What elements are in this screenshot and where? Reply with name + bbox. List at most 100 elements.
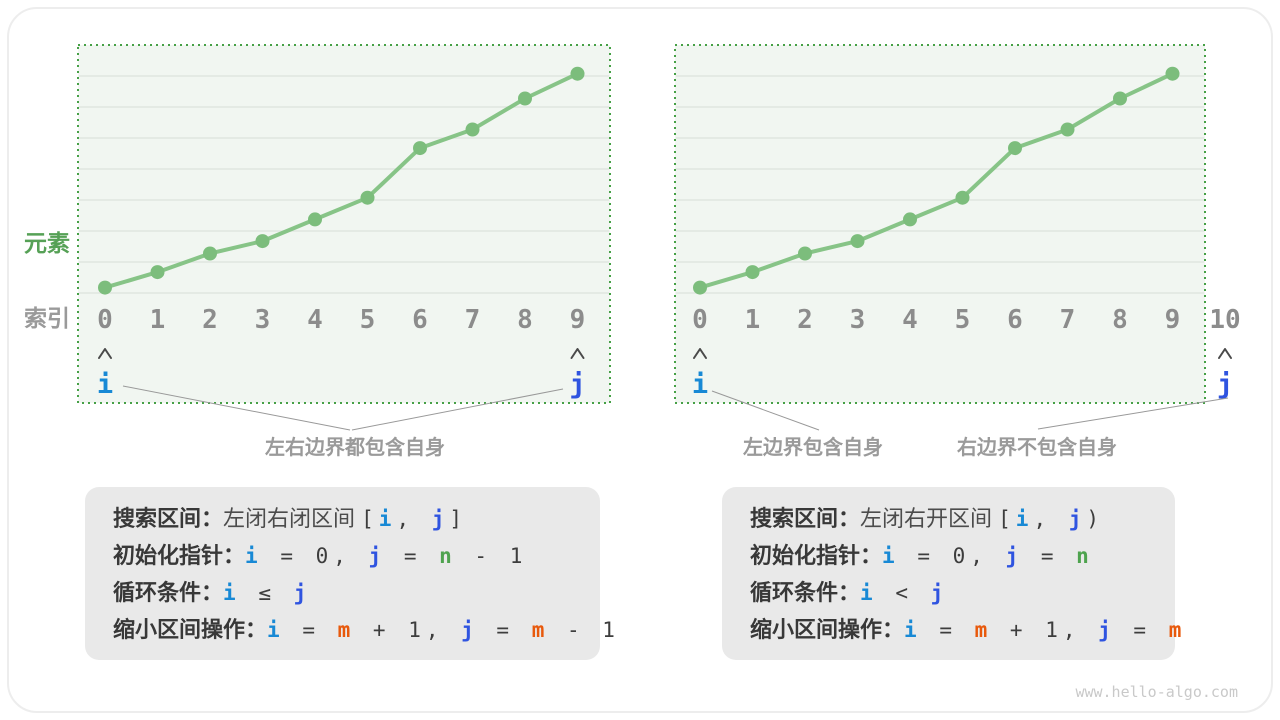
index-label: 6 xyxy=(1007,305,1023,335)
text-segment-i: i xyxy=(223,581,241,605)
text-segment-plain: 左闭右闭区间 xyxy=(223,506,362,531)
info-line: 初始化指针：i = 0, j = n xyxy=(750,537,1175,574)
text-segment-code: ) xyxy=(1086,507,1105,531)
callout-line xyxy=(122,385,351,431)
pointer-j: j xyxy=(569,369,585,400)
data-line xyxy=(699,71,1174,290)
data-point xyxy=(1165,66,1180,81)
text-segment-i: i xyxy=(378,507,397,531)
text-segment-code: = 0, xyxy=(262,544,369,568)
text-segment-code: [ xyxy=(361,507,379,531)
info-line: 初始化指针：i = 0, j = n - 1 xyxy=(113,537,600,574)
index-label: 1 xyxy=(745,305,761,335)
text-segment-code: ] xyxy=(449,507,468,531)
panel-dotted-border xyxy=(674,44,1206,404)
index-axis-label: 索引 xyxy=(24,305,70,331)
text-segment-code: , xyxy=(1033,507,1069,531)
pointer-i: i xyxy=(692,369,708,400)
text-segment-code: = xyxy=(284,618,338,642)
text-segment-j: j xyxy=(368,544,387,568)
text-segment-j: j xyxy=(930,581,949,605)
data-point xyxy=(518,91,532,106)
data-line xyxy=(104,71,579,290)
text-segment-m: m xyxy=(1168,618,1187,642)
pointer-j: j xyxy=(1217,369,1233,400)
panel-dotted-border xyxy=(77,44,611,404)
callout-line xyxy=(351,388,564,431)
data-point xyxy=(413,141,427,156)
text-segment-m: m xyxy=(974,618,993,642)
caret-icon xyxy=(98,348,112,359)
text-segment-code: - 1 xyxy=(456,544,528,568)
info-line: 搜索区间：左闭右闭区间 [i, j] xyxy=(113,500,600,537)
text-segment-m: m xyxy=(337,618,356,642)
text-segment-i: i xyxy=(267,618,285,642)
text-segment-code: < xyxy=(877,581,931,605)
panels-group: 0 1 2 3 4 5 6 7 8 9 i j 左右边界都包含自身 0 1 2 3 4 5 6 7 8 9 10 i j 左边界包含… xyxy=(77,44,1241,459)
index-label: 6 xyxy=(412,305,428,335)
text-segment-i: i xyxy=(1015,507,1034,531)
index-label: 2 xyxy=(797,305,813,335)
text-segment-n: n xyxy=(439,544,457,568)
data-point xyxy=(465,122,480,137)
data-point xyxy=(255,234,270,249)
text-segment-label: 初始化指针： xyxy=(750,543,883,568)
text-segment-i: i xyxy=(904,618,922,642)
data-point xyxy=(1060,122,1075,137)
index-label: 7 xyxy=(1060,305,1076,335)
text-segment-code: = xyxy=(386,544,440,568)
data-point xyxy=(745,265,760,280)
index-label: 4 xyxy=(307,305,323,335)
text-segment-i: i xyxy=(860,581,878,605)
text-segment-n: n xyxy=(1076,544,1094,568)
index-label: 2 xyxy=(202,305,218,335)
text-segment-code: , xyxy=(396,507,432,531)
text-segment-j: j xyxy=(1068,507,1087,531)
index-label: 5 xyxy=(955,305,971,335)
data-point xyxy=(308,212,322,227)
info-box-half-open-interval: 搜索区间：左闭右开区间 [i, j) 初始化指针：i = 0, j = n 循环条件… xyxy=(722,487,1181,660)
panel-background xyxy=(78,45,610,403)
info-box-closed-interval: 搜索区间：左闭右闭区间 [i, j] 初始化指针：i = 0, j = n - 1… xyxy=(85,487,615,660)
text-segment-label: 搜索区间： xyxy=(113,506,224,531)
text-segment-code: - 1 xyxy=(549,618,620,642)
callout-label: 左右边界都包含自身 xyxy=(265,435,445,459)
text-segment-label: 缩小区间操作： xyxy=(113,617,268,642)
index-label: 3 xyxy=(255,305,271,335)
data-point xyxy=(98,280,112,295)
data-point xyxy=(360,190,375,205)
info-line: 搜索区间：左闭右开区间 [i, j) xyxy=(750,500,1175,537)
callout-label: 右边界不包含自身 xyxy=(957,435,1117,459)
index-label: 1 xyxy=(150,305,166,335)
info-line: 循环条件：i < j xyxy=(750,574,1175,611)
caret-icon xyxy=(693,348,707,359)
index-label: 0 xyxy=(97,305,113,335)
panel-background xyxy=(675,45,1205,403)
panel-half-open-interval: 0 1 2 3 4 5 6 7 8 9 10 i j 左边界包含自身 右边界不包含自身 xyxy=(674,44,1241,459)
text-segment-code: = xyxy=(1115,618,1169,642)
data-point xyxy=(693,280,707,295)
info-line: 循环条件：i ≤ j xyxy=(113,574,600,611)
text-segment-label: 循环条件： xyxy=(113,580,224,605)
caret-icon xyxy=(570,348,585,359)
text-segment-plain: 左闭右开区间 xyxy=(860,506,999,531)
text-segment-j: j xyxy=(431,507,450,531)
index-label: 4 xyxy=(902,305,918,335)
text-segment-code: = xyxy=(478,618,532,642)
caret-icon xyxy=(1218,348,1232,359)
text-segment-label: 搜索区间： xyxy=(750,506,861,531)
callout-line xyxy=(711,390,820,431)
index-label: 0 xyxy=(692,305,708,335)
data-point xyxy=(798,246,812,261)
pointer-i: i xyxy=(97,369,113,400)
data-point xyxy=(1008,141,1022,156)
index-label: 8 xyxy=(517,305,533,335)
info-line: 缩小区间操作：i = m + 1, j = m - 1 xyxy=(113,611,615,648)
callout-line xyxy=(1037,397,1229,430)
data-point xyxy=(150,265,165,280)
text-segment-label: 初始化指针： xyxy=(113,543,246,568)
index-label: 10 xyxy=(1209,305,1240,335)
data-point xyxy=(955,190,970,205)
text-segment-j: j xyxy=(1098,618,1116,642)
